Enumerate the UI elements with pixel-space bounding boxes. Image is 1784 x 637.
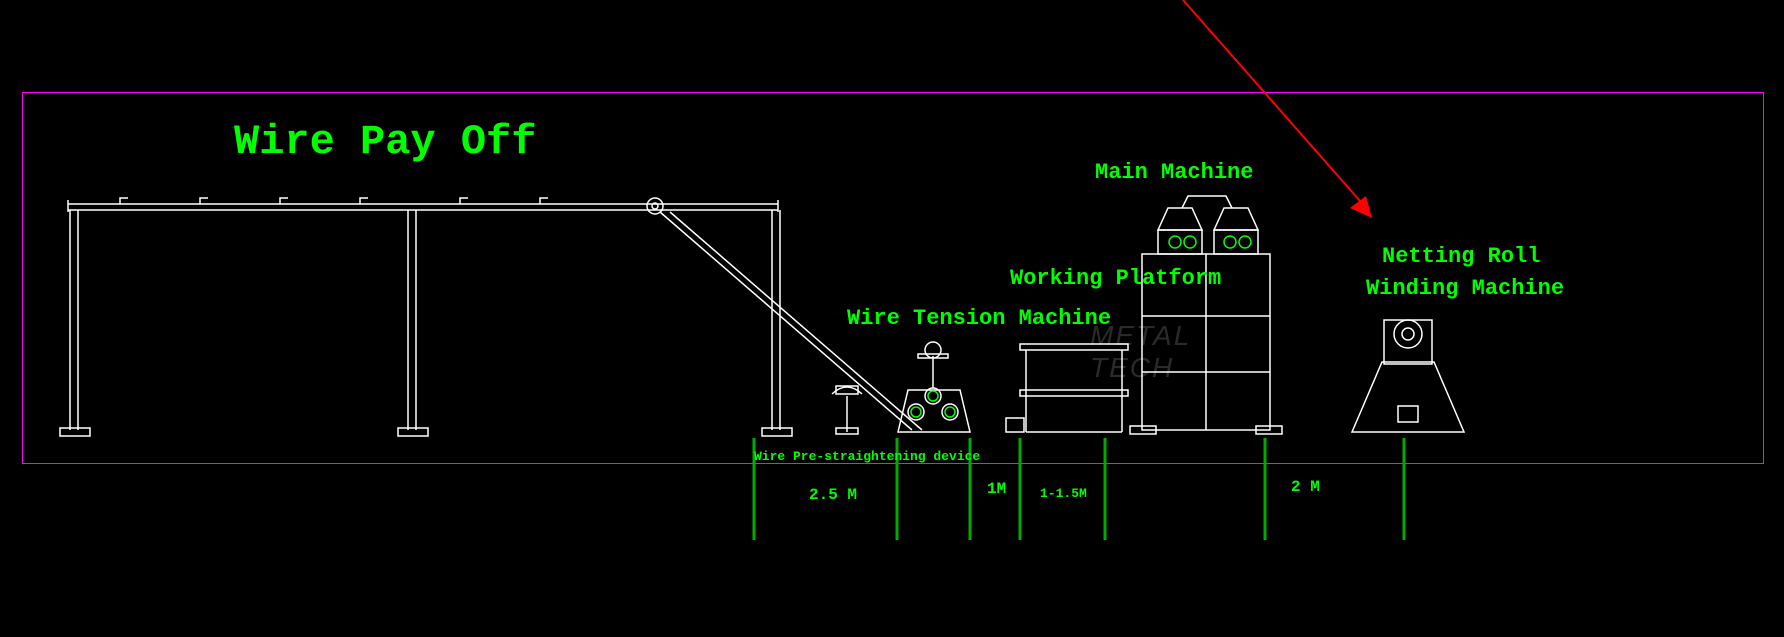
label-dist-2-5m: 2.5 M bbox=[809, 486, 857, 504]
label-wire-pay-off: Wire Pay Off bbox=[234, 118, 536, 166]
label-dist-1-1-5m: 1-1.5M bbox=[1040, 486, 1087, 501]
label-netting-roll-2: Winding Machine bbox=[1366, 276, 1564, 301]
label-main-machine: Main Machine bbox=[1095, 160, 1253, 185]
label-working-platform: Working Platform bbox=[1010, 266, 1221, 291]
label-wire-tension: Wire Tension Machine bbox=[847, 306, 1111, 331]
label-dist-1m: 1M bbox=[987, 480, 1006, 498]
label-pre-straight: Wire Pre-straightening device bbox=[754, 449, 980, 464]
label-netting-roll-1: Netting Roll bbox=[1382, 244, 1540, 269]
diagram-stage: { "canvas": { "width": 1784, "height": 6… bbox=[0, 0, 1784, 637]
label-dist-2m: 2 M bbox=[1291, 478, 1320, 496]
